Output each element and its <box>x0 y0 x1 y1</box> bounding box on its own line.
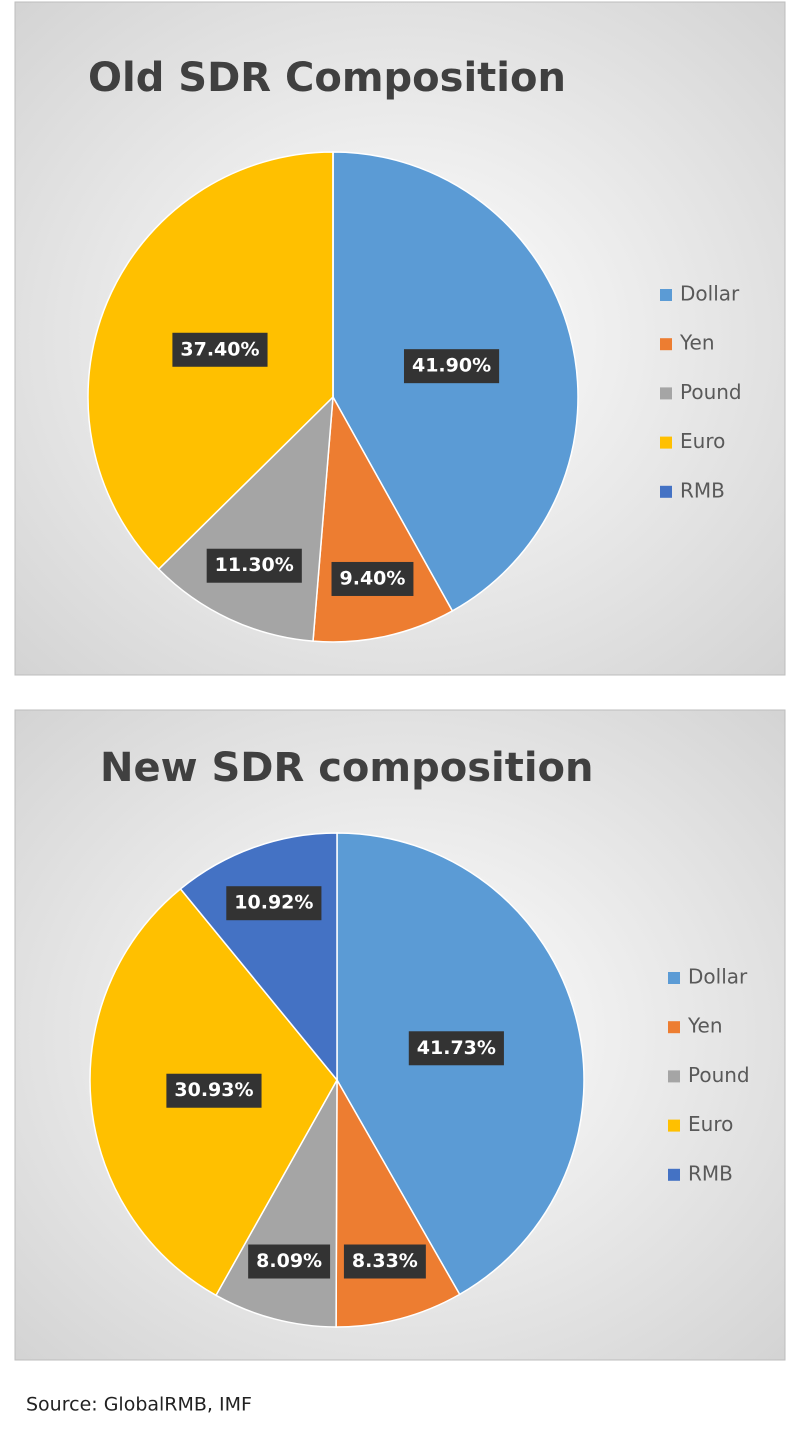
data-label-box <box>343 1244 426 1279</box>
data-label: 8.09% <box>256 1250 322 1272</box>
legend-label: Pound <box>688 1063 750 1087</box>
data-label: 10.92% <box>234 892 313 914</box>
legend-swatch <box>660 436 672 449</box>
legend-label: Pound <box>680 380 742 404</box>
data-label-box <box>172 332 268 367</box>
chart: Old SDR Composition 41.90% 9.40% 11.30% 37.4… <box>14 1 786 676</box>
legend-swatch <box>660 338 672 351</box>
legend-swatch <box>660 289 672 301</box>
legend-swatch <box>668 1070 680 1083</box>
legend-label: Dollar <box>680 282 740 306</box>
chart: New SDR composition 41.73% 8.33% 8.09% 30.93… <box>14 709 786 1361</box>
legend-swatch <box>668 972 680 984</box>
legend-label: RMB <box>688 1161 733 1185</box>
data-label: 9.40% <box>340 567 406 589</box>
legend-swatch <box>668 1168 680 1181</box>
data-label: 8.33% <box>352 1250 418 1272</box>
legend-label: Yen <box>687 1014 723 1038</box>
legend-label: Euro <box>680 429 725 453</box>
source-note: Source: GlobalRMB, IMF <box>26 1394 252 1416</box>
data-label-box <box>248 1244 331 1279</box>
chart-title: New SDR composition <box>100 745 594 791</box>
legend-label: Euro <box>688 1112 733 1136</box>
data-label: 41.90% <box>412 355 491 377</box>
data-label-box <box>166 1073 262 1108</box>
legend-swatch <box>660 387 672 400</box>
data-label: 41.73% <box>417 1037 496 1059</box>
data-label-box <box>226 886 322 921</box>
data-label-box <box>331 561 414 596</box>
legend-label: Yen <box>679 331 715 355</box>
legend-label: RMB <box>680 478 725 502</box>
legend-swatch <box>668 1021 680 1034</box>
legend-label: Dollar <box>688 965 748 989</box>
legend-swatch <box>660 485 672 498</box>
chart-title: Old SDR Composition <box>88 55 566 101</box>
data-label: 11.30% <box>215 554 294 576</box>
data-label-box <box>403 349 500 384</box>
legend-swatch <box>668 1119 680 1132</box>
data-label: 30.93% <box>174 1079 253 1101</box>
data-label: 37.40% <box>180 338 259 360</box>
data-label-box <box>408 1031 504 1066</box>
data-label-box <box>206 548 302 583</box>
